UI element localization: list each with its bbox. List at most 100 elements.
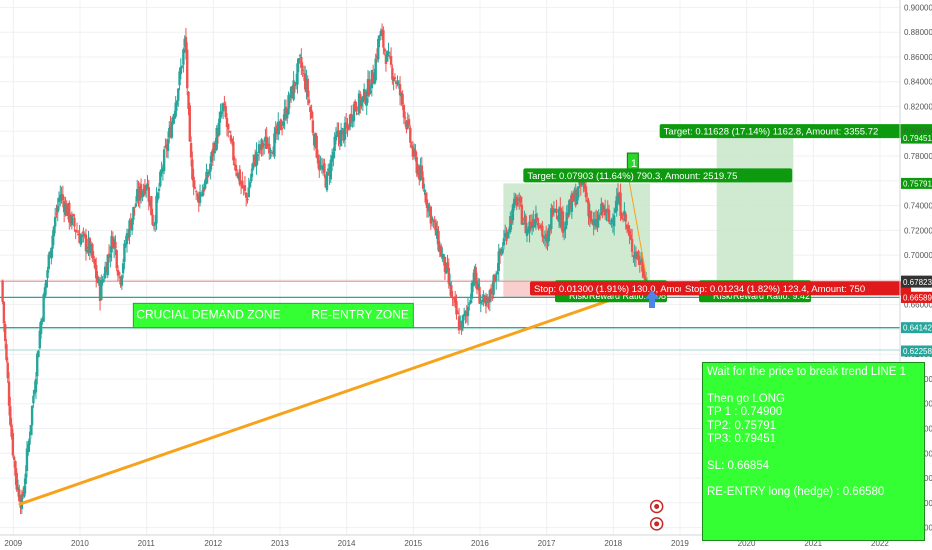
candle <box>353 101 357 109</box>
trade-plan-note[interactable]: Wait for the price to break trend LINE 1… <box>702 362 925 541</box>
candle <box>89 244 93 253</box>
candle <box>636 254 639 257</box>
note-spacer <box>707 380 920 393</box>
candle <box>411 146 415 157</box>
candle <box>393 77 397 80</box>
candle <box>588 213 591 219</box>
candle <box>52 226 56 237</box>
candle <box>177 88 180 101</box>
candle <box>188 105 191 142</box>
candle <box>128 220 131 237</box>
candle <box>503 232 507 238</box>
candle <box>384 54 388 64</box>
x-tick-label: 2011 <box>138 539 156 548</box>
x-tick-label: 2017 <box>538 539 556 548</box>
note-line: Then go LONG <box>707 392 785 405</box>
candle <box>527 229 530 231</box>
candle <box>633 251 636 259</box>
candle <box>196 194 199 196</box>
candle <box>229 135 233 141</box>
candle <box>174 102 177 117</box>
candle <box>312 133 316 146</box>
candle <box>370 69 374 89</box>
candle <box>466 306 470 317</box>
candle <box>227 123 230 130</box>
candle <box>297 58 300 64</box>
candle <box>305 79 308 92</box>
candle <box>568 200 571 215</box>
candle <box>395 81 398 84</box>
note-spacer <box>707 447 920 460</box>
candle <box>436 228 439 239</box>
candle <box>59 195 62 201</box>
candle <box>95 264 98 279</box>
candle <box>161 167 165 172</box>
candle <box>453 296 457 303</box>
target-label-2-bg <box>659 124 932 139</box>
candle <box>36 353 39 377</box>
candle <box>148 199 152 206</box>
candle <box>87 238 90 250</box>
candle <box>168 127 171 138</box>
y-tick-label: 0.82000 <box>904 103 932 112</box>
candle <box>464 311 467 316</box>
candle <box>342 130 345 141</box>
candle <box>445 262 448 274</box>
candle <box>193 186 197 189</box>
candle <box>402 105 406 118</box>
candle <box>419 167 422 180</box>
y-tick-label: 0.74000 <box>904 202 932 211</box>
candle <box>606 208 609 213</box>
candle <box>546 237 549 243</box>
candle <box>351 118 354 121</box>
candle <box>552 210 556 213</box>
candle <box>230 139 234 143</box>
candle <box>614 208 617 213</box>
candle <box>93 259 97 269</box>
candle <box>442 253 445 259</box>
candle <box>309 106 312 112</box>
candle <box>470 282 474 299</box>
candle <box>473 269 476 285</box>
candle <box>1 280 4 302</box>
candle <box>580 180 584 185</box>
candle <box>403 117 407 119</box>
candle <box>25 448 29 472</box>
candle <box>637 251 640 261</box>
candle <box>53 216 57 227</box>
candle <box>424 192 427 203</box>
candle <box>179 67 183 75</box>
candle <box>536 217 539 221</box>
candle <box>236 172 239 176</box>
candle <box>198 192 202 203</box>
candle <box>18 489 21 502</box>
candle <box>543 236 547 239</box>
candle <box>616 192 620 204</box>
candle <box>133 206 136 208</box>
candle <box>459 323 462 329</box>
candle <box>511 204 515 221</box>
candle <box>203 180 207 189</box>
candle <box>34 378 38 393</box>
price-label-bg <box>901 345 932 357</box>
candle <box>510 217 513 224</box>
candle <box>643 273 647 283</box>
candle <box>180 65 184 68</box>
candle <box>2 301 6 324</box>
candle <box>221 103 225 112</box>
candle <box>127 233 130 239</box>
candle <box>456 312 459 315</box>
candle <box>356 113 359 115</box>
candle <box>389 56 393 65</box>
candle <box>280 128 284 130</box>
candle <box>556 216 559 220</box>
candle <box>288 98 291 101</box>
candle <box>270 151 274 153</box>
price-label-bg <box>901 132 932 144</box>
candle <box>155 195 158 224</box>
candle <box>3 323 7 341</box>
candle <box>396 81 399 84</box>
candle <box>574 189 577 206</box>
candle <box>266 144 270 146</box>
